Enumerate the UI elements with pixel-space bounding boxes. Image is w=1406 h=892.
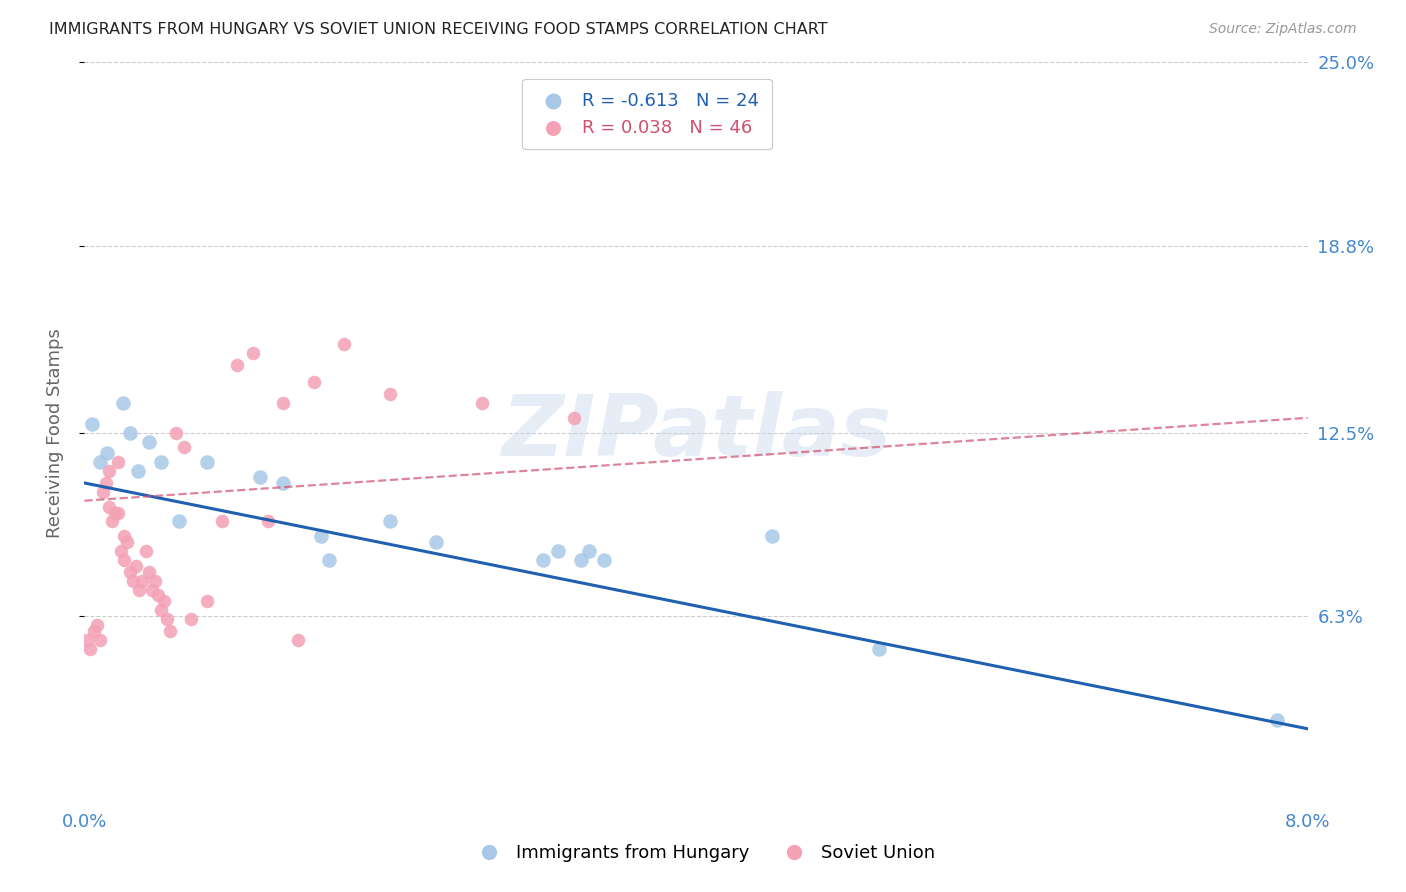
Point [125,558,148,573]
Point [271,475,294,490]
Point [96,446,118,460]
Point [76,632,98,647]
Point [91,484,114,499]
Point [165,425,187,440]
Point [425,535,447,549]
Point [83,624,105,638]
Point [211,515,233,529]
Point [562,410,585,425]
Point [80,417,103,431]
Text: Source: ZipAtlas.com: Source: ZipAtlas.com [1209,22,1357,37]
Point [89,632,111,647]
Point [146,589,169,603]
Point [380,515,402,529]
Point [120,565,142,579]
Point [869,641,891,656]
Point [138,565,160,579]
Point [318,553,340,567]
Point [311,529,333,543]
Point [101,515,124,529]
Point [249,470,271,484]
Point [79,641,101,656]
Point [195,455,218,469]
Point [128,582,150,597]
Point [138,434,160,449]
Text: ZIPatlas: ZIPatlas [501,391,891,475]
Point [195,594,218,608]
Point [149,603,172,617]
Legend: R = -0.613   N = 24, R = 0.038   N = 46: R = -0.613 N = 24, R = 0.038 N = 46 [523,78,772,149]
Point [141,582,163,597]
Point [110,544,132,558]
Point [149,455,172,469]
Point [593,553,616,567]
Point [111,396,134,410]
Point [122,574,145,588]
Point [569,553,592,567]
Point [547,544,569,558]
Point [112,529,135,543]
Point [531,553,554,567]
Text: IMMIGRANTS FROM HUNGARY VS SOVIET UNION RECEIVING FOOD STAMPS CORRELATION CHART: IMMIGRANTS FROM HUNGARY VS SOVIET UNION … [49,22,828,37]
Point [242,345,264,359]
Point [167,515,190,529]
Point [173,441,195,455]
Point [153,594,176,608]
Point [287,632,309,647]
Point [94,475,117,490]
Point [380,387,402,401]
Point [86,618,108,632]
Point [115,535,138,549]
Point [131,574,153,588]
Point [226,358,249,372]
Point [302,376,325,390]
Point [257,515,280,529]
Point [104,506,127,520]
Point [180,612,202,626]
Point [143,574,166,588]
Point [107,455,129,469]
Point [271,396,294,410]
Point [333,336,356,351]
Point [471,396,494,410]
Point [159,624,181,638]
Point [156,612,179,626]
Point [107,506,129,520]
Point [97,500,120,514]
Point [135,544,157,558]
Point [120,425,142,440]
Point [761,529,783,543]
Point [1265,713,1288,727]
Y-axis label: Receiving Food Stamps: Receiving Food Stamps [45,327,63,538]
Legend: Immigrants from Hungary, Soviet Union: Immigrants from Hungary, Soviet Union [464,838,942,870]
Point [578,544,600,558]
Point [127,464,149,478]
Point [97,464,120,478]
Point [89,455,111,469]
Point [112,553,135,567]
